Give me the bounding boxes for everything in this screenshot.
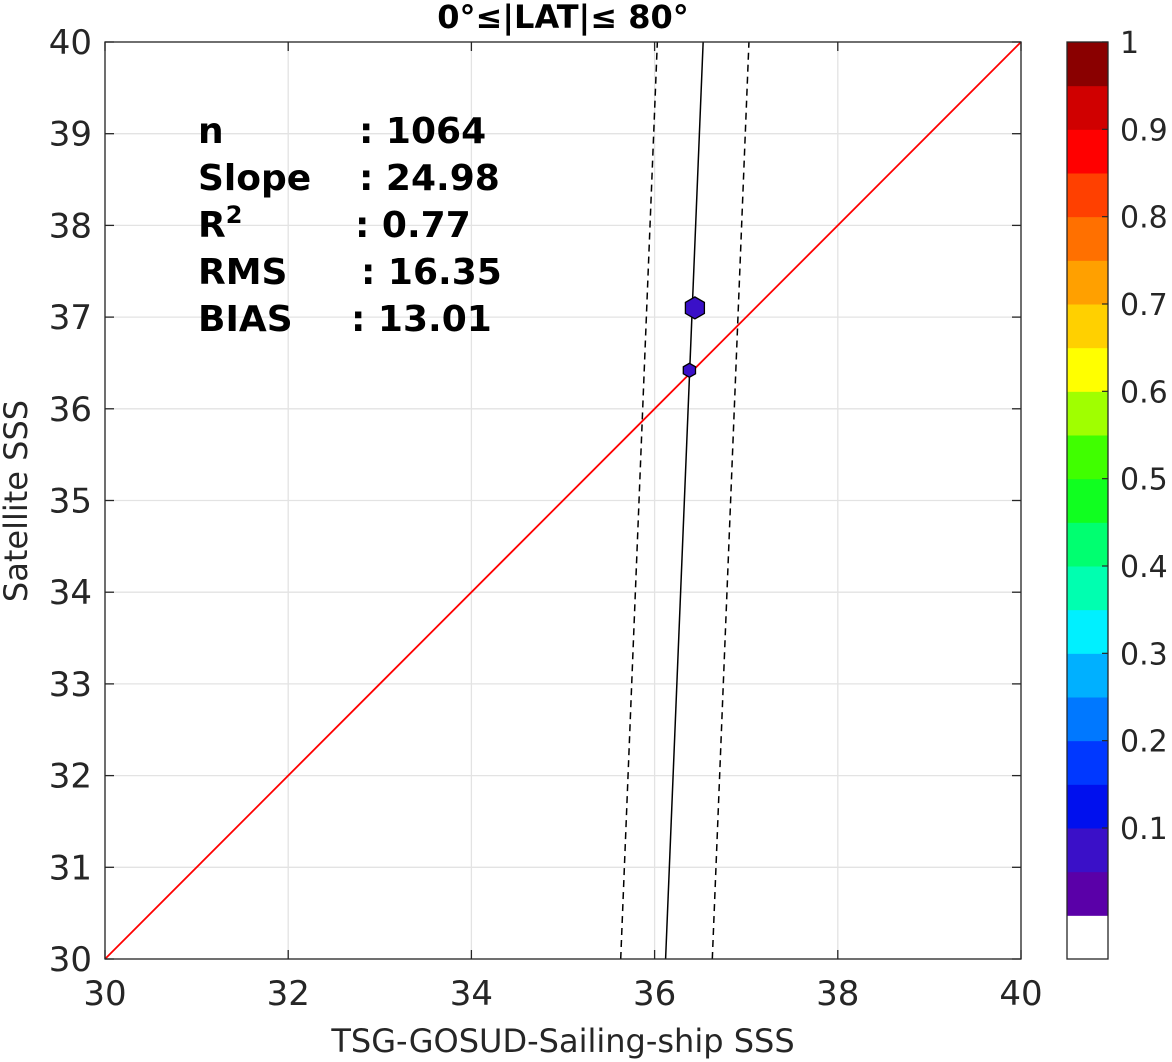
stat-label: BIAS bbox=[198, 299, 293, 340]
stat-label: Slope bbox=[198, 158, 311, 199]
colorbar-tick-label: 0.2 bbox=[1120, 725, 1168, 760]
x-tick-label: 40 bbox=[999, 974, 1042, 1014]
y-axis-ticks: 30 31 32 33 34 35 36 37 38 39 40 bbox=[49, 23, 1021, 980]
x-axis-label: TSG-GOSUD-Sailing-ship SSS bbox=[330, 1022, 794, 1060]
colorbar: 0.1 0.2 0.3 0.4 0.5 0.6 0.7 0.8 0.9 1 bbox=[1066, 26, 1168, 960]
colorbar-tick-label: 0.6 bbox=[1120, 375, 1168, 410]
y-tick-label: 31 bbox=[49, 848, 92, 888]
y-tick-label: 38 bbox=[49, 206, 92, 246]
colorbar-tick-label: 0.1 bbox=[1120, 812, 1168, 847]
x-axis-ticks: 30 32 34 36 38 40 bbox=[83, 42, 1043, 1014]
colorbar-segment bbox=[1067, 391, 1108, 436]
colorbar-segment bbox=[1067, 85, 1108, 130]
y-tick-label: 33 bbox=[49, 665, 92, 705]
confidence-bound-lines bbox=[619, 42, 750, 959]
colorbar-segment bbox=[1067, 653, 1108, 698]
x-tick-label: 36 bbox=[633, 974, 676, 1014]
colorbar-tick-label: 0.3 bbox=[1120, 637, 1168, 672]
colorbar-tick-label: 0.8 bbox=[1120, 201, 1168, 236]
y-tick-label: 37 bbox=[49, 298, 92, 338]
y-tick-label: 32 bbox=[49, 757, 92, 797]
colorbar-segment bbox=[1067, 915, 1108, 960]
stat-label: n bbox=[198, 111, 224, 152]
colorbar-segment bbox=[1067, 522, 1108, 567]
stat-value: : 24.98 bbox=[359, 158, 500, 199]
data-point bbox=[684, 296, 706, 320]
colorbar-segment bbox=[1067, 304, 1108, 349]
stat-value: : 13.01 bbox=[351, 299, 492, 340]
colorbar-segment bbox=[1067, 828, 1108, 873]
data-point bbox=[682, 362, 697, 379]
stat-label: R2 bbox=[198, 201, 242, 246]
colorbar-tick-label: 0.7 bbox=[1120, 288, 1168, 323]
colorbar-segment bbox=[1067, 478, 1108, 523]
stat-value: : 1064 bbox=[359, 111, 486, 152]
x-tick-label: 32 bbox=[267, 974, 310, 1014]
y-tick-label: 34 bbox=[49, 573, 92, 613]
colorbar-tick-label: 0.4 bbox=[1120, 550, 1168, 585]
chart-title: 0°≤|LAT|≤ 80° bbox=[437, 0, 688, 37]
colorbar-frame bbox=[1066, 41, 1109, 960]
colorbar-tick-label: 1 bbox=[1120, 26, 1139, 61]
x-tick-label: 30 bbox=[83, 974, 126, 1014]
colorbar-segment bbox=[1067, 173, 1108, 218]
x-tick-label: 38 bbox=[816, 974, 859, 1014]
colorbar-segment bbox=[1067, 216, 1108, 261]
colorbar-segment bbox=[1067, 129, 1108, 174]
colorbar-segment bbox=[1067, 435, 1108, 480]
y-axis-label: Satellite SSS bbox=[0, 400, 35, 602]
colorbar-segment bbox=[1067, 740, 1108, 785]
regression-line bbox=[664, 41, 704, 960]
colorbar-segment bbox=[1067, 871, 1108, 916]
y-tick-label: 35 bbox=[49, 482, 92, 522]
colorbar-segment bbox=[1067, 697, 1108, 742]
stat-value: : 0.77 bbox=[355, 205, 471, 246]
colorbar-segment bbox=[1067, 784, 1108, 829]
colorbar-tick-label: 0.5 bbox=[1120, 463, 1168, 498]
bound-line bbox=[711, 42, 750, 959]
identity-line bbox=[104, 41, 1022, 960]
y-tick-label: 40 bbox=[49, 23, 92, 63]
stat-value: : 16.35 bbox=[361, 252, 502, 293]
x-tick-label: 34 bbox=[450, 974, 493, 1014]
y-tick-label: 39 bbox=[49, 115, 92, 155]
colorbar-segment bbox=[1067, 347, 1108, 392]
y-tick-label: 36 bbox=[49, 390, 92, 430]
bound-line bbox=[619, 42, 659, 959]
colorbar-segment bbox=[1067, 42, 1108, 87]
stats-box: n : 1064 Slope : 24.98 R2 : 0.77 RMS : 16.35 BIA… bbox=[198, 111, 502, 340]
y-tick-label: 30 bbox=[49, 940, 92, 980]
data-points bbox=[682, 296, 706, 379]
colorbar-tick-label: 0.9 bbox=[1120, 113, 1168, 148]
colorbar-segment bbox=[1067, 566, 1108, 611]
colorbar-segment bbox=[1067, 609, 1108, 654]
colorbar-segment bbox=[1067, 260, 1108, 305]
stat-label: RMS bbox=[198, 252, 287, 293]
